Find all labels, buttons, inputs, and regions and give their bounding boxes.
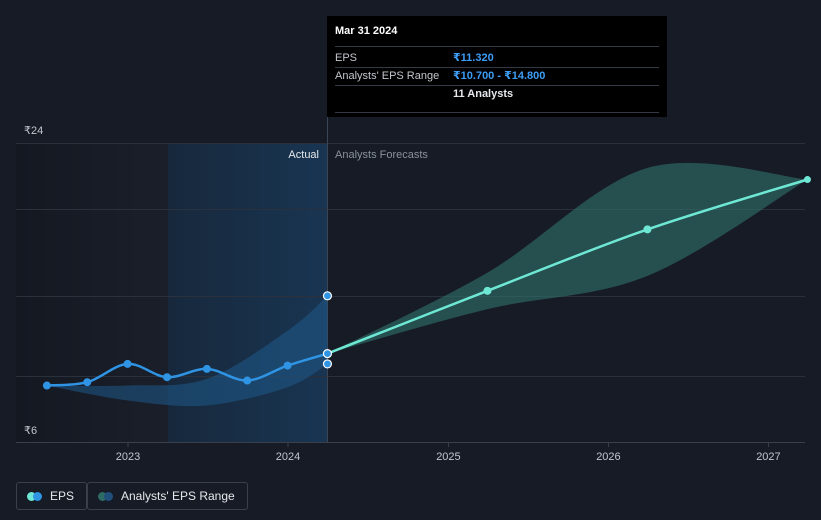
eps-actual-point [42,381,51,390]
x-axis-label: 2026 [596,451,620,463]
tooltip-eps-label: EPS [335,52,358,64]
tooltip-analysts-count: 11 Analysts [453,88,514,100]
legend-range-label: Analysts' EPS Range [121,489,235,503]
eps-actual-point [163,373,172,382]
tooltip: Mar 31 2024 EPS ₹11.320 Analysts' EPS Ra… [327,16,667,117]
legend-eps-label: EPS [50,489,75,503]
legend-range[interactable]: Analysts' EPS Range [87,482,248,510]
x-axis-label: 2025 [436,451,460,463]
eps-actual-point [243,376,252,385]
forecast-label: Analysts Forecasts [335,149,428,161]
y-axis-top-label: ₹24 [24,125,43,137]
tooltip-range-row: Analysts' EPS Range ₹10.700 - ₹14.800 [335,68,659,86]
tooltip-marker [322,349,333,359]
eps-forecast-point [803,176,811,184]
tooltip-marker [322,291,333,301]
eps-actual-point [123,359,132,368]
eps-legend-icon [27,491,42,501]
x-axis-label: 2024 [276,451,300,463]
x-axis-label: 2023 [116,451,140,463]
eps-actual-point [83,378,92,387]
tooltip-analysts-row: 11 Analysts [335,86,659,113]
range-legend-icon [98,491,113,501]
tooltip-range-value: ₹10.700 - ₹14.800 [453,70,546,82]
actual-label: Actual [288,149,319,161]
eps-actual-point [283,361,292,370]
eps-forecast-point [643,225,652,234]
eps-actual-point [202,364,211,373]
eps-forecast-point [483,286,492,295]
x-axis-label: 2027 [756,451,780,463]
forecast-eps-line [327,178,808,355]
tooltip-marker [322,359,333,369]
tooltip-date: Mar 31 2024 [335,24,659,47]
tooltip-range-label: Analysts' EPS Range [335,70,440,82]
tooltip-eps-value: ₹11.320 [453,52,494,64]
y-axis-bottom-label: ₹6 [24,425,37,437]
tooltip-eps-row: EPS ₹11.320 [335,50,659,68]
legend-eps[interactable]: EPS [16,482,88,510]
